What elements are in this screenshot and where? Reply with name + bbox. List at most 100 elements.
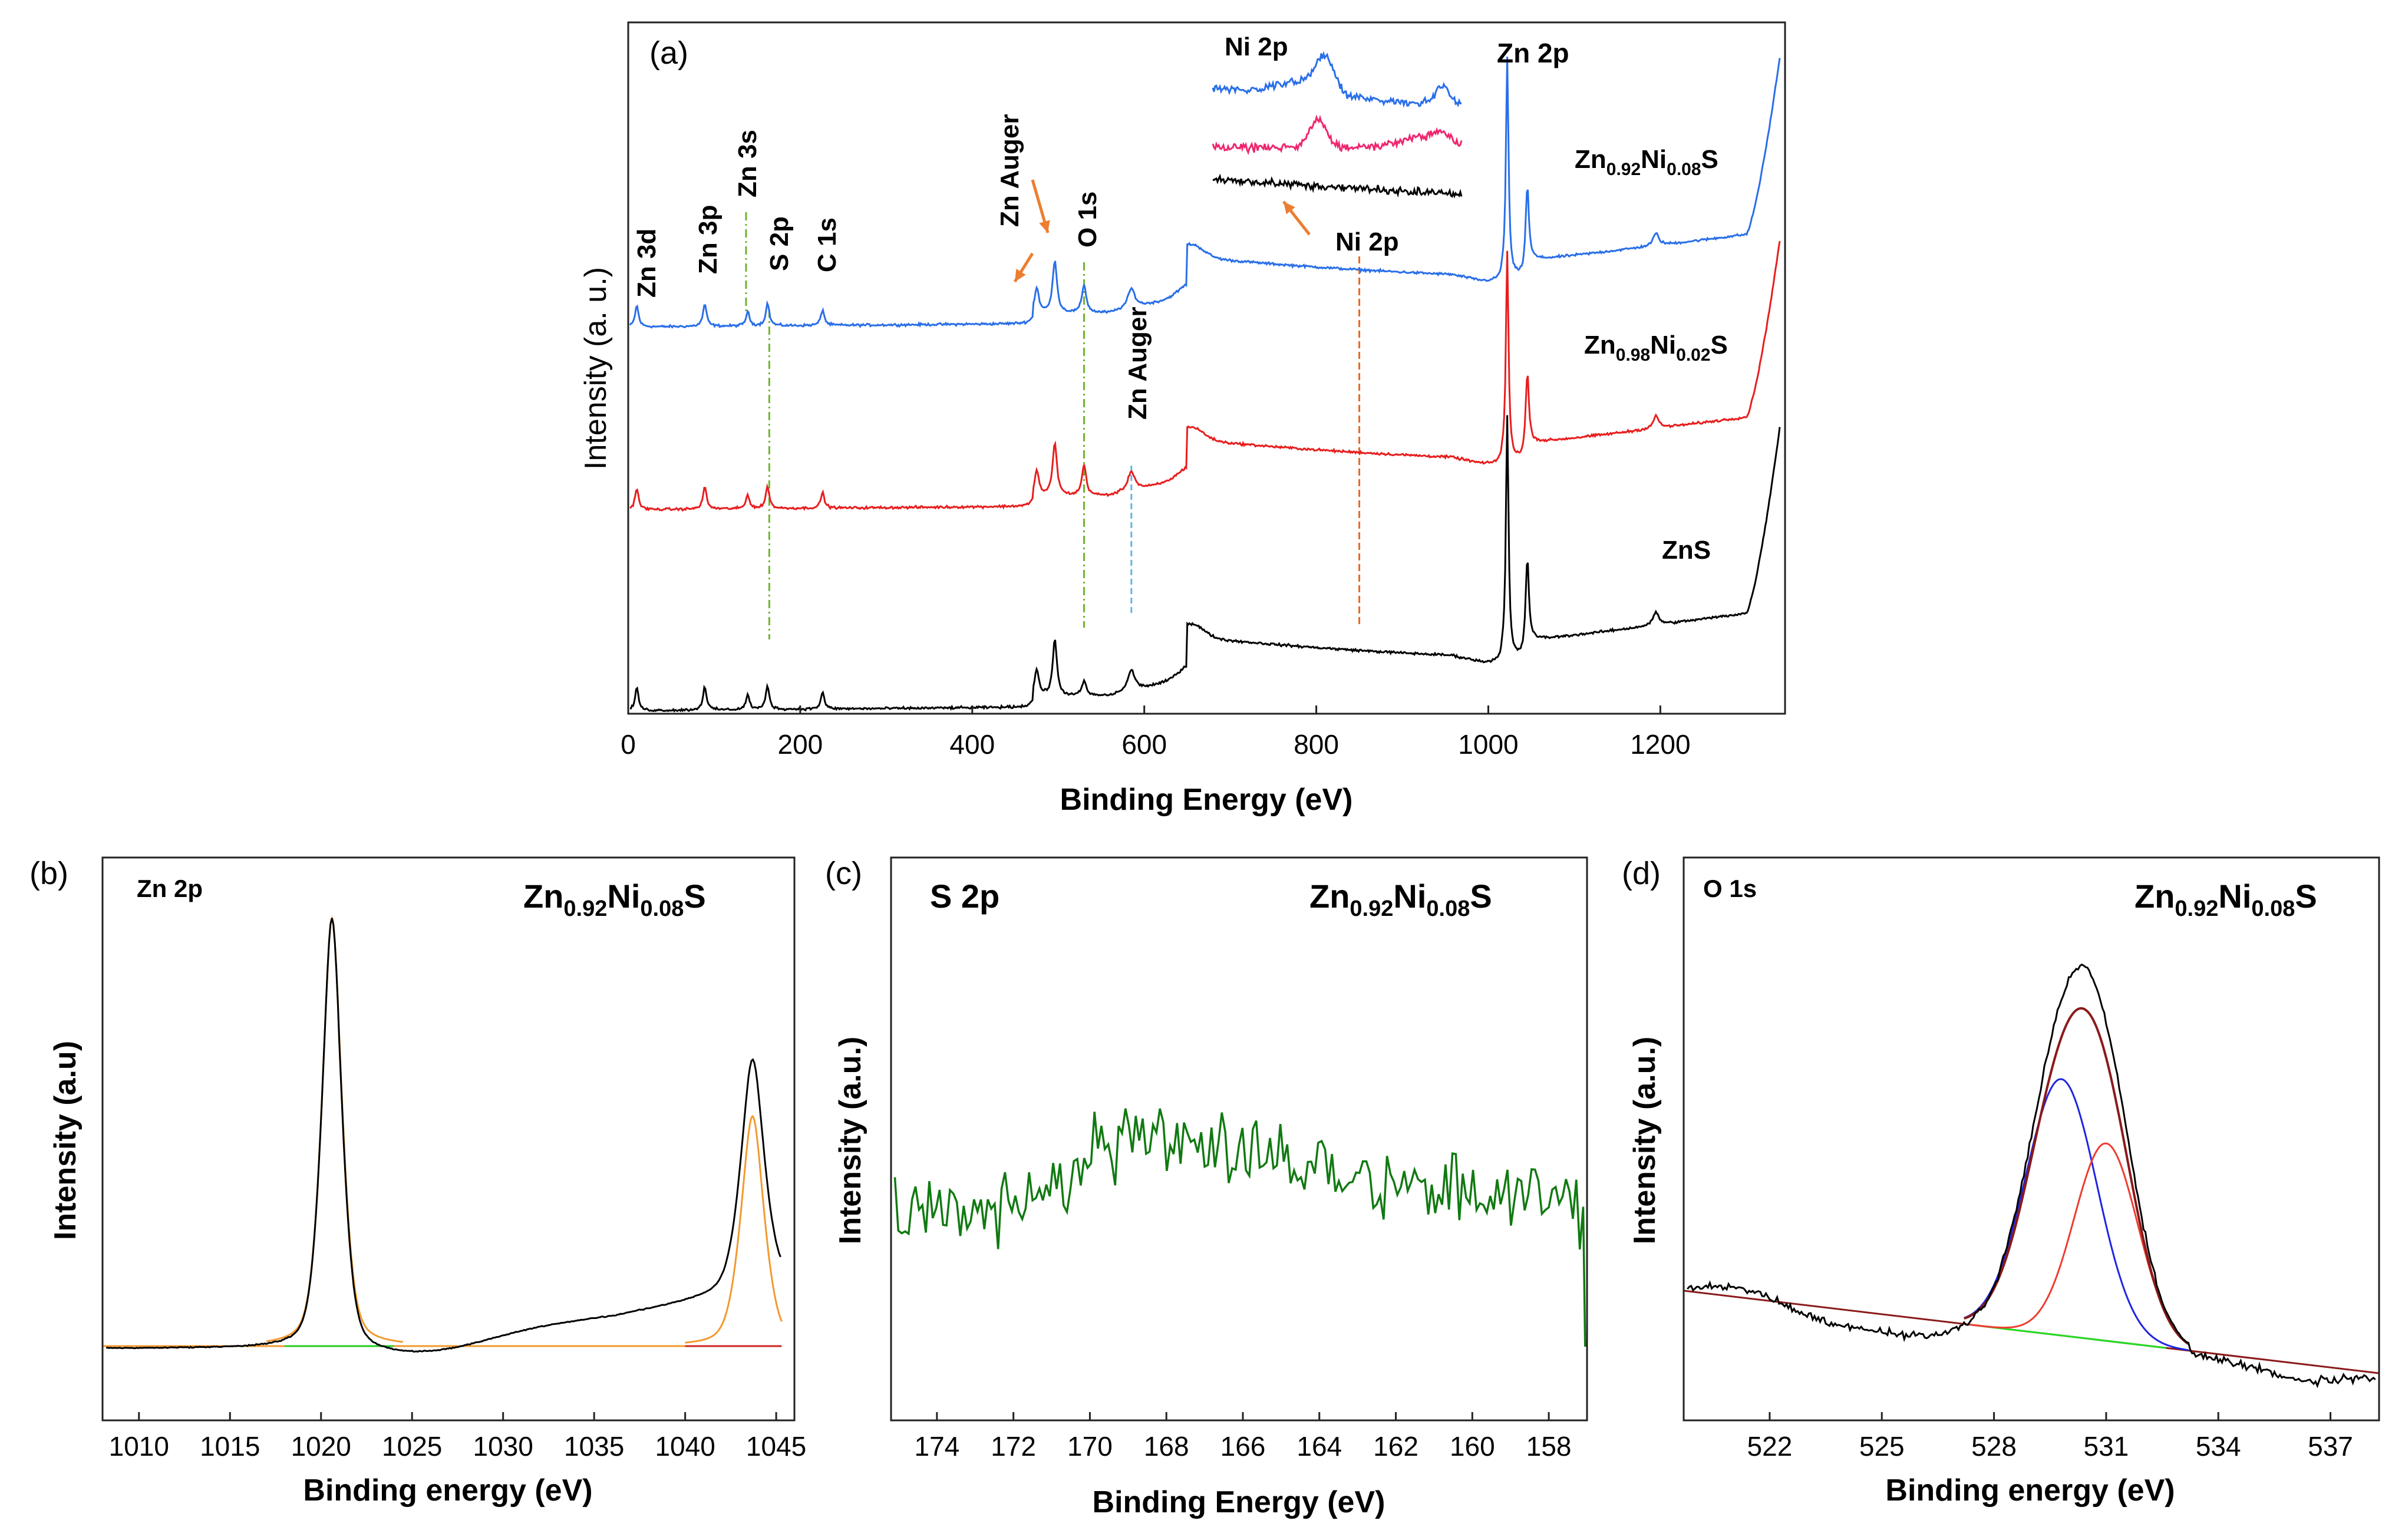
panel-b-x-ticks: 1010 1015 1020 1025 1030 1035 1040 1045 [109, 1412, 806, 1462]
zn2p1-fit [685, 1114, 783, 1344]
panel-c-curves [893, 1108, 1586, 1347]
panel-d-curves [1683, 963, 2380, 1389]
panel-a-ylabel: Intensity (a. u.) [579, 267, 613, 470]
zn-auger-arrow-2-head [1039, 220, 1050, 233]
panel-d-title: O 1s [1703, 875, 1757, 902]
panel-b-tick-label: 1035 [564, 1431, 624, 1462]
ni2p-arrow-head [1284, 202, 1295, 215]
panel-a-tick-label: 600 [1121, 729, 1167, 760]
o1s-annotation: O 1s [1073, 192, 1102, 248]
panel-c-xlabel: Binding Energy (eV) [1093, 1485, 1385, 1519]
panel-d-tick-label: 522 [1747, 1431, 1793, 1462]
c1s-annotation: C 1s [813, 217, 842, 272]
o1s-background-green [1979, 1324, 2166, 1349]
panel-a-tick-label: 1200 [1630, 729, 1690, 760]
o1s-component-529-8 [1964, 1078, 2189, 1351]
panel-a-tick-label: 400 [949, 729, 995, 760]
panel-c-compound: Zn0.92Ni0.08S [1309, 878, 1492, 921]
zn3d-annotation: Zn 3d [632, 229, 661, 298]
zn2p-annotation: Zn 2p [1497, 38, 1569, 68]
panel-a-x-ticks: 0 200 400 600 800 1000 1200 [621, 705, 1691, 760]
panel-b-tick-label: 1040 [655, 1431, 715, 1462]
panel-c-tick-label: 172 [991, 1431, 1036, 1462]
panel-d: (d) 522 525 528 531 534 537 O 1s Zn0.92Ni0.08… [1622, 856, 2380, 1508]
panel-c-tick-label: 164 [1296, 1431, 1342, 1462]
panel-c-tick-label: 168 [1144, 1431, 1189, 1462]
panel-a-curve-zn098ni002s [629, 240, 1781, 512]
o1s-component-531-0 [1964, 1142, 2189, 1345]
panel-b-tick-label: 1025 [382, 1431, 442, 1462]
panel-a-curve-zns [629, 415, 1781, 713]
panel-c-label: (c) [825, 856, 862, 891]
panel-a-arrows [1013, 179, 1311, 283]
zn3s-annotation: Zn 3s [733, 130, 762, 197]
panel-b-title: Zn 2p [137, 875, 203, 902]
panel-c-frame [890, 856, 1588, 1422]
panel-c-title: S 2p [930, 878, 999, 915]
panel-b-xlabel: Binding energy (eV) [303, 1473, 592, 1508]
ni2p-inset-annotation: Ni 2p [1225, 32, 1288, 61]
o1s-data [1687, 963, 2376, 1389]
zn-auger-annotation-2: Zn Auger [1123, 307, 1152, 420]
panel-a-tick-label: 0 [621, 729, 636, 760]
panel-d-x-ticks: 522 525 528 531 534 537 [1747, 1412, 2353, 1462]
panel-b-tick-label: 1020 [291, 1431, 351, 1462]
panel-b-compound: Zn0.92Ni0.08S [523, 878, 706, 921]
panel-c-tick-label: 160 [1450, 1431, 1495, 1462]
series-label-zn092ni008s: Zn0.92Ni0.08S [1575, 145, 1718, 179]
panel-b-tick-label: 1015 [200, 1431, 260, 1462]
series-label-zn098ni002s: Zn0.98Ni0.02S [1584, 331, 1728, 365]
ni2p-inset-zn092ni008s [1212, 51, 1462, 108]
panel-a-tick-label: 800 [1294, 729, 1339, 760]
ni2p-inset-zn098ni002s [1212, 114, 1463, 156]
panel-b-curves [103, 915, 783, 1353]
s2p-annotation: S 2p [765, 216, 794, 271]
o1s-envelope [1964, 1007, 2189, 1345]
panel-d-ylabel: Intensity (a.u.) [1628, 1037, 1662, 1244]
zn3p-annotation: Zn 3p [694, 205, 723, 274]
s2p-data [893, 1108, 1586, 1347]
panel-a-label: (a) [649, 35, 688, 71]
panel-a-frame [627, 21, 1786, 715]
zn2p3-fit [266, 915, 403, 1343]
panel-c-tick-label: 166 [1220, 1431, 1266, 1462]
series-label-zns: ZnS [1662, 536, 1711, 565]
panel-b-tick-label: 1045 [746, 1431, 806, 1462]
panel-c-tick-label: 170 [1067, 1431, 1113, 1462]
panel-d-tick-label: 537 [2308, 1431, 2353, 1462]
panel-a-guide-lines [745, 212, 1361, 639]
ni2p-annotation: Ni 2p [1335, 227, 1399, 256]
panel-b: (b) 1010 1015 1020 1025 1030 1035 1040 1045 Zn … [29, 856, 806, 1508]
panel-d-label: (d) [1622, 856, 1661, 891]
panel-d-frame [1682, 856, 2380, 1422]
panel-d-tick-label: 531 [2084, 1431, 2129, 1462]
zn2p-data [105, 918, 781, 1353]
panel-c-x-ticks: 174 172 170 168 166 164 162 160 158 [914, 1412, 1571, 1462]
zn-auger-annotation: Zn Auger [995, 114, 1024, 227]
panel-d-tick-label: 525 [1859, 1431, 1905, 1462]
panel-c: (c) 174 172 170 168 166 164 162 160 158 S 2p Zn0… [825, 856, 1588, 1519]
panel-d-tick-label: 528 [1971, 1431, 2017, 1462]
panel-b-tick-label: 1030 [473, 1431, 533, 1462]
panel-a: (a) 0 200 400 600 800 1000 1200 Zn 3d Zn 3p Zn… [579, 21, 1786, 817]
panel-b-tick-label: 1010 [109, 1431, 169, 1462]
panel-b-label: (b) [29, 856, 68, 891]
panel-c-tick-label: 158 [1526, 1431, 1572, 1462]
panel-d-tick-label: 534 [2196, 1431, 2241, 1462]
panel-a-xlabel: Binding Energy (eV) [1060, 783, 1353, 817]
zn-auger-arrow-1-head [1015, 269, 1026, 282]
panel-d-compound: Zn0.92Ni0.08S [2135, 878, 2317, 921]
panel-b-ylabel: Intensity (a.u) [48, 1041, 83, 1240]
ni2p-inset-zns [1212, 173, 1463, 199]
panel-b-frame [101, 856, 796, 1422]
panel-a-tick-label: 200 [778, 729, 823, 760]
panel-a-curve-zn092ni008s [629, 57, 1781, 329]
panel-a-ni2p-inset [1212, 51, 1463, 199]
panel-c-tick-label: 174 [914, 1431, 959, 1462]
panel-a-tick-label: 1000 [1458, 729, 1518, 760]
panel-c-tick-label: 162 [1373, 1431, 1418, 1462]
panel-d-xlabel: Binding energy (eV) [1885, 1473, 2175, 1508]
panel-a-spectra [629, 57, 1781, 713]
panel-c-ylabel: Intensity (a.u.) [833, 1037, 867, 1244]
